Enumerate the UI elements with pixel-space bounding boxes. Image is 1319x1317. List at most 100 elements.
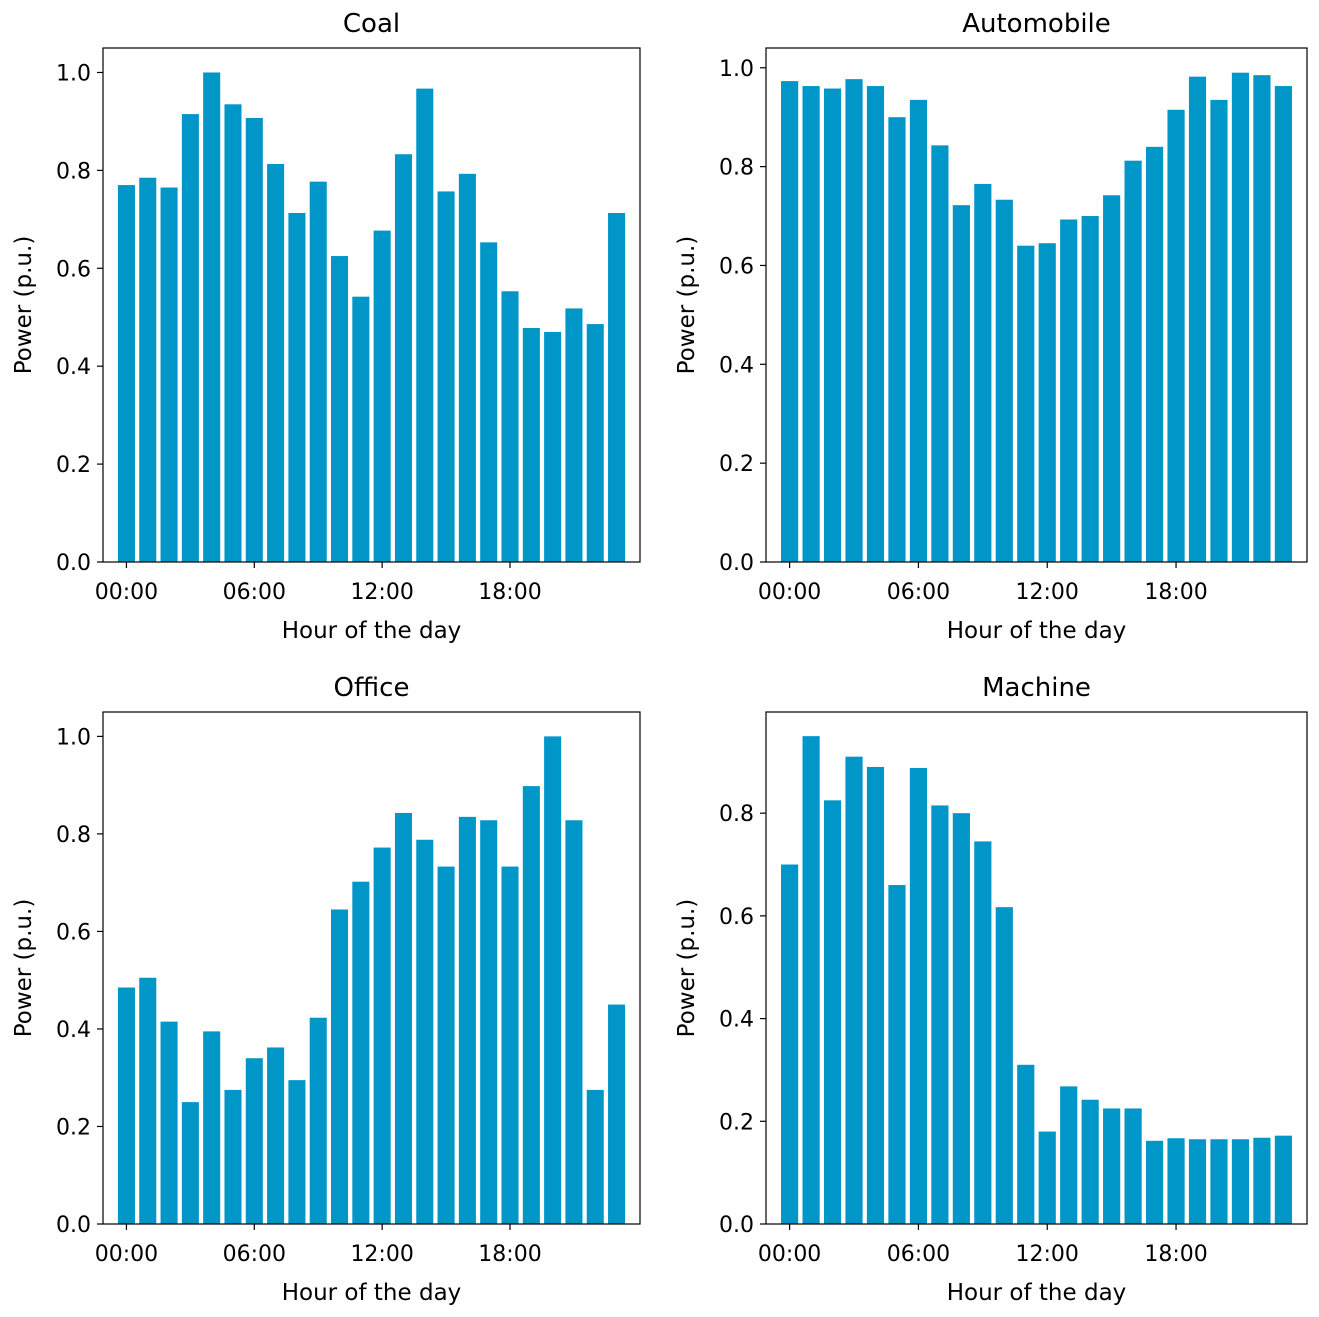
bar-machine-19	[1188, 1139, 1207, 1224]
bar-machine-10	[995, 907, 1013, 1224]
y-axis-label: Power (p.u.)	[674, 236, 700, 375]
bar-automobile-6	[909, 99, 928, 562]
bar-automobile-15	[1103, 195, 1121, 562]
bar-automobile-7	[931, 145, 949, 563]
bar-office-22	[586, 1089, 604, 1224]
bar-automobile-2	[823, 88, 842, 562]
x-tick-label: 00:00	[95, 580, 158, 605]
bar-office-21	[565, 820, 583, 1224]
bar-automobile-0	[781, 81, 799, 563]
y-tick-label: 0.8	[719, 156, 754, 181]
bar-machine-17	[1145, 1140, 1164, 1224]
bar-coal-21	[565, 308, 583, 562]
x-tick-label: 06:00	[887, 1242, 950, 1267]
y-tick-label: 1.0	[56, 725, 91, 750]
x-tick-label: 18:00	[1144, 1242, 1207, 1267]
bar-coal-6	[245, 118, 263, 562]
y-tick-label: 0.0	[56, 551, 91, 576]
y-tick-label: 0.2	[719, 452, 754, 477]
bar-coal-5	[224, 104, 242, 563]
bar-office-7	[267, 1047, 285, 1224]
bar-coal-15	[437, 191, 455, 562]
bar-automobile-8	[952, 205, 970, 563]
bar-office-10	[331, 909, 349, 1224]
bar-machine-13	[1060, 1086, 1078, 1224]
y-tick-label: 0.6	[56, 920, 91, 945]
y-tick-label: 0.0	[719, 551, 754, 576]
y-tick-label: 0.4	[719, 353, 754, 378]
bar-coal-22	[586, 324, 604, 562]
bar-automobile-10	[995, 199, 1013, 563]
bar-machine-2	[823, 800, 842, 1224]
bar-machine-3	[845, 756, 863, 1224]
bar-coal-12	[373, 230, 391, 562]
x-tick-label: 12:00	[350, 1242, 413, 1267]
bar-automobile-9	[974, 183, 992, 562]
bar-machine-9	[974, 841, 992, 1224]
bar-automobile-18	[1167, 109, 1185, 562]
bar-office-6	[245, 1058, 263, 1224]
y-tick-label: 0.4	[719, 1008, 754, 1033]
bar-coal-9	[309, 181, 327, 562]
bar-office-16	[458, 816, 476, 1224]
axes-frame	[765, 711, 1308, 1225]
chart-title: Automobile	[962, 9, 1111, 39]
bar-machine-7	[931, 805, 949, 1224]
bar-automobile-14	[1081, 216, 1099, 563]
bar-automobile-16	[1124, 160, 1142, 562]
y-tick-label: 0.8	[56, 159, 91, 184]
bar-office-17	[480, 820, 498, 1224]
bar-office-12	[373, 847, 391, 1224]
bar-machine-18	[1167, 1138, 1185, 1224]
bar-coal-7	[267, 164, 285, 562]
chart-panel-office: 0.0 0.2 0.4 0.6 0.8 1.0 00:00 06:00 12:00 18:00 Of…	[11, 673, 641, 1306]
bar-office-20	[544, 736, 562, 1224]
chart-title: Coal	[343, 9, 400, 39]
bar-coal-10	[331, 256, 349, 562]
bar-machine-1	[802, 736, 820, 1224]
bar-machine-16	[1124, 1108, 1142, 1224]
bar-coal-1	[139, 177, 157, 562]
axes-frame	[102, 711, 641, 1225]
x-axis-label: Hour of the day	[282, 618, 462, 644]
y-axis-label: Power (p.u.)	[11, 236, 37, 375]
bar-office-8	[288, 1080, 306, 1224]
bar-automobile-20	[1210, 99, 1228, 562]
bar-machine-21	[1231, 1139, 1250, 1224]
bar-office-5	[224, 1089, 242, 1224]
bar-office-18	[501, 866, 519, 1224]
chart-title: Machine	[982, 673, 1091, 703]
bar-machine-12	[1038, 1131, 1056, 1224]
bar-machine-15	[1103, 1108, 1121, 1224]
bar-coal-20	[544, 331, 562, 562]
bar-coal-2	[160, 187, 178, 562]
y-tick-label: 0.4	[56, 355, 91, 380]
bar-automobile-12	[1038, 243, 1056, 562]
bar-coal-4	[203, 72, 221, 562]
x-axis-label: Hour of the day	[282, 1280, 462, 1306]
x-axis-label: Hour of the day	[947, 618, 1127, 644]
bar-automobile-22	[1253, 75, 1271, 563]
bar-office-19	[522, 786, 540, 1224]
bar-office-9	[309, 1017, 327, 1224]
bar-office-11	[352, 881, 370, 1224]
bar-coal-8	[288, 212, 306, 562]
bar-automobile-21	[1231, 72, 1250, 563]
y-tick-label: 0.6	[719, 254, 754, 279]
y-tick-label: 0.8	[56, 823, 91, 848]
bar-coal-11	[352, 296, 370, 562]
bar-office-2	[160, 1021, 178, 1224]
bar-coal-19	[522, 328, 540, 562]
chart-title: Office	[334, 673, 410, 703]
x-tick-label: 06:00	[223, 1242, 286, 1267]
bar-office-0	[117, 987, 135, 1224]
x-tick-label: 00:00	[758, 1242, 821, 1267]
bar-automobile-19	[1188, 76, 1207, 563]
axes-frame	[102, 47, 641, 563]
bar-coal-23	[608, 212, 626, 562]
bar-machine-8	[952, 813, 970, 1224]
x-tick-label: 12:00	[1016, 1242, 1079, 1267]
chart-panel-coal: 0.0 0.2 0.4 0.6 0.8 1.0 00:00 06:00 12:00 18:00 Co…	[11, 9, 641, 644]
